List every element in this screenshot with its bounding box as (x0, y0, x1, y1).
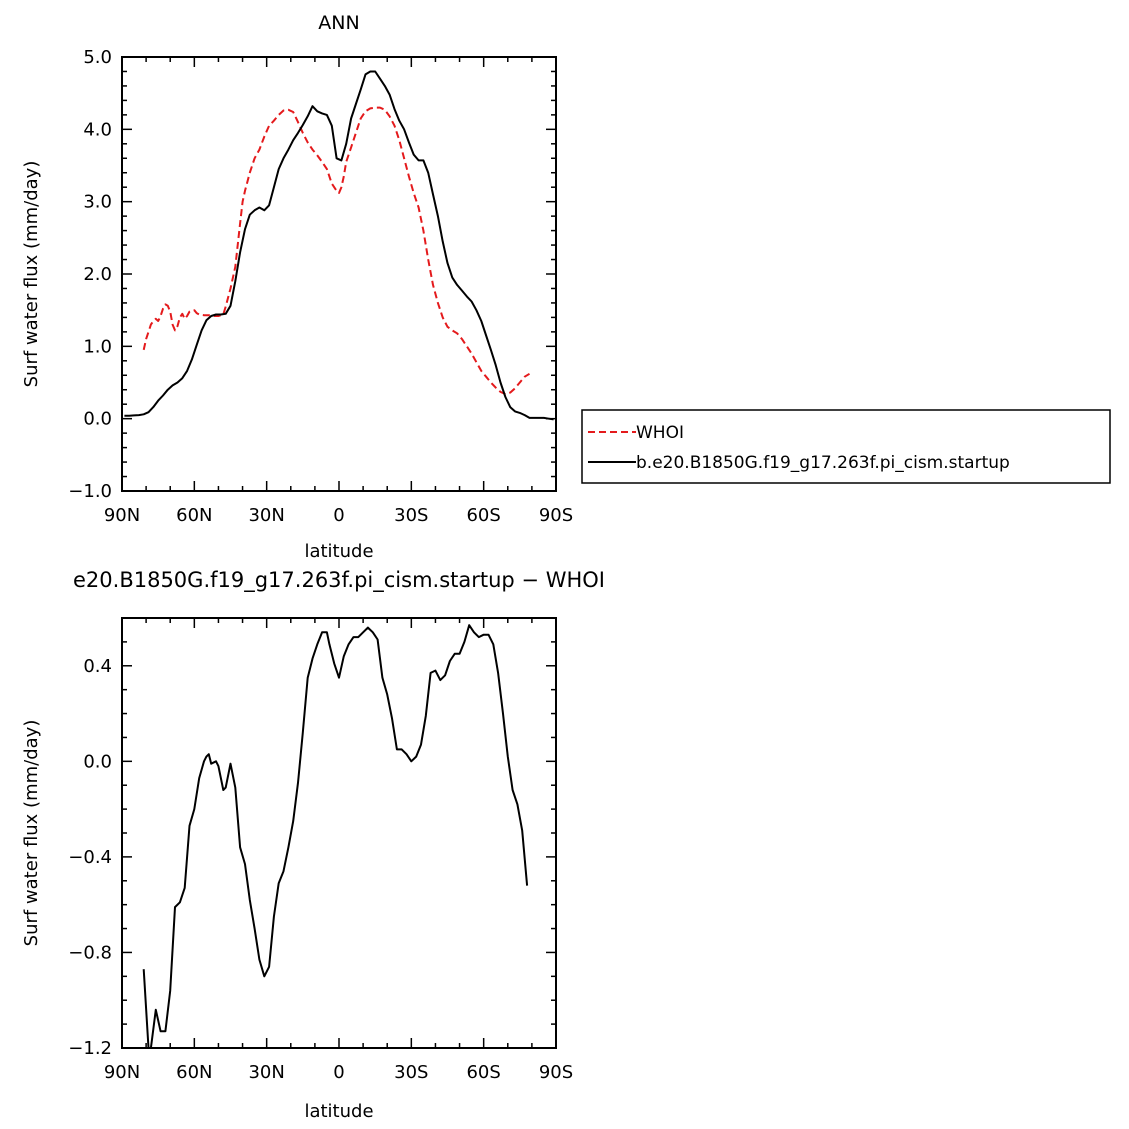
legend: WHOI b.e20.B1850G.f19_g17.263f.pi_cism.s… (581, 409, 1111, 484)
x-tick-label: 90S (539, 505, 573, 526)
bottom-x-axis-label: latitude (304, 1101, 373, 1122)
y-tick-label: 0.4 (83, 656, 112, 677)
top-y-axis-label: Surf water flux (mm/day) (21, 161, 42, 388)
y-tick-label: −0.8 (68, 942, 112, 963)
series-line-0-1 (124, 70, 554, 421)
top-panel: ANN 90N 60N 30N 0 30S 60S 90S 5.0 4.0 3.0 2.0 1.0 0.… (21, 12, 573, 562)
x-tick-label: 0 (333, 505, 344, 526)
legend-label-whoi: WHOI (636, 423, 684, 443)
y-tick-label: 0.0 (83, 409, 112, 430)
x-tick-label: 60S (466, 1062, 500, 1083)
top-chart-title: ANN (318, 12, 359, 34)
top-x-axis-label: latitude (304, 541, 373, 562)
y-tick-label: 5.0 (83, 47, 112, 68)
bottom-panel: e20.B1850G.f19_g17.263f.pi_cism.startup … (21, 568, 605, 1122)
bottom-plot-frame (121, 617, 557, 1049)
y-tick-label: −1.2 (68, 1038, 112, 1059)
bottom-plot-area: 90N 60N 30N 0 30S 60S 90S 0.4 0.0 −0.4 −0.8 −1.2 (68, 617, 573, 1083)
y-tick-label: 2.0 (83, 264, 112, 285)
series-line-1-0 (142, 624, 529, 1049)
y-tick-label: 3.0 (83, 192, 112, 213)
x-tick-label: 30N (248, 1062, 284, 1083)
top-plot-frame (121, 56, 557, 492)
y-tick-label: 4.0 (83, 119, 112, 140)
y-tick-label: −1.0 (68, 481, 112, 502)
bottom-y-axis-label: Surf water flux (mm/day) (21, 720, 42, 947)
legend-label-model: b.e20.B1850G.f19_g17.263f.pi_cism.startu… (636, 453, 1010, 473)
series-line-0-0 (142, 106, 531, 396)
x-tick-label: 90S (539, 1062, 573, 1083)
x-tick-label: 0 (333, 1062, 344, 1083)
top-plot-area: 90N 60N 30N 0 30S 60S 90S 5.0 4.0 3.0 2.0 1.0 0.0 −1.… (68, 47, 573, 526)
x-tick-label: 30S (394, 1062, 428, 1083)
x-tick-label: 30N (248, 505, 284, 526)
x-tick-label: 60S (466, 505, 500, 526)
x-tick-label: 30S (394, 505, 428, 526)
legend-box (581, 409, 1111, 484)
bottom-chart-title: e20.B1850G.f19_g17.263f.pi_cism.startup … (73, 568, 605, 593)
x-tick-label: 90N (104, 1062, 140, 1083)
y-tick-label: −0.4 (68, 847, 112, 868)
x-tick-label: 90N (104, 505, 140, 526)
x-tick-label: 60N (176, 505, 212, 526)
y-tick-label: 0.0 (83, 751, 112, 772)
x-tick-label: 60N (176, 1062, 212, 1083)
y-tick-label: 1.0 (83, 336, 112, 357)
